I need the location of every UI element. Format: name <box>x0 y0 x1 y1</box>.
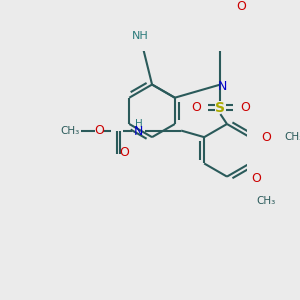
Text: O: O <box>237 0 247 13</box>
Text: O: O <box>251 172 261 185</box>
Text: S: S <box>215 100 225 115</box>
Text: O: O <box>119 146 129 159</box>
Text: O: O <box>261 131 271 144</box>
Text: O: O <box>94 124 104 137</box>
Text: CH₃: CH₃ <box>61 126 80 136</box>
Text: CH₃: CH₃ <box>284 132 300 142</box>
Text: N: N <box>218 80 227 93</box>
Text: O: O <box>191 101 201 114</box>
Text: CH₃: CH₃ <box>256 196 276 206</box>
Text: NH: NH <box>132 31 149 41</box>
Text: N: N <box>134 125 143 138</box>
Text: O: O <box>240 101 250 114</box>
Text: H: H <box>135 119 142 129</box>
